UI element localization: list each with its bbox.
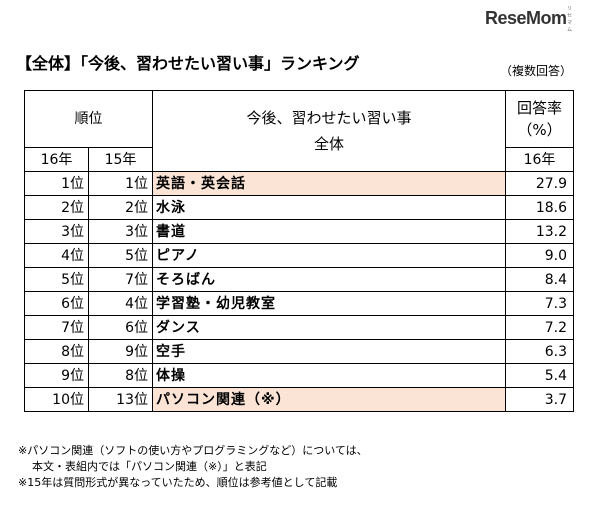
lesson-name: 英語・英会話 (152, 171, 506, 196)
header-rank: 順位 (24, 90, 153, 148)
lesson-name: ピアノ (152, 243, 506, 268)
lesson-name: 書道 (152, 219, 506, 244)
answer-rate: 27.9 (505, 171, 574, 196)
logo-text: ReseMom (485, 8, 567, 28)
resemom-logo: ReseMom リセマム (485, 6, 572, 33)
rank-2015: 2位 (88, 195, 153, 220)
answer-rate: 9.0 (505, 243, 574, 268)
rank-2016: 6位 (24, 291, 89, 316)
rank-2016: 10位 (24, 387, 89, 412)
table-row: 3位 3位 書道 13.2 (24, 219, 574, 244)
header-group: 全体 (313, 135, 344, 153)
lesson-name: 空手 (152, 339, 506, 364)
answer-rate: 6.3 (505, 339, 574, 364)
table-row: 8位 9位 空手 6.3 (24, 339, 574, 364)
footnotes: ※パソコン関連（ソフトの使い方やプログラミングなど）については、 本文・表組内で… (18, 443, 368, 491)
footnote-2: 本文・表組内では「パソコン関連（※）」と表記 (32, 460, 267, 473)
header-rate: 回答率（%） (505, 90, 574, 148)
answer-rate: 13.2 (505, 219, 574, 244)
rank-2015: 13位 (88, 387, 153, 412)
rank-2015: 5位 (88, 243, 153, 268)
footnote-1: ※パソコン関連（ソフトの使い方やプログラミングなど）については、 (18, 444, 368, 457)
rank-2015: 7位 (88, 267, 153, 292)
answer-rate: 7.3 (505, 291, 574, 316)
page-title: 【全体】「今後、習わせたい習い事」ランキング (16, 54, 360, 73)
logo-ruby: リセマム (567, 6, 572, 33)
table-row: 7位 6位 ダンス 7.2 (24, 315, 574, 340)
header-year-16: 16年 (24, 147, 89, 172)
rank-2015: 4位 (88, 291, 153, 316)
lesson-name: 水泳 (152, 195, 506, 220)
ranking-table: 順位 今後、習わせたい習い事 全体 回答率（%） 16年 15年 16年 1位 1… (24, 90, 574, 412)
rank-2016: 3位 (24, 219, 89, 244)
lesson-name: 体操 (152, 363, 506, 388)
lesson-name: 学習塾・幼児教室 (152, 291, 506, 316)
rank-2015: 6位 (88, 315, 153, 340)
header-item-cell: 今後、習わせたい習い事 全体 (152, 90, 506, 172)
lesson-name: そろばん (152, 267, 506, 292)
header-year-15: 15年 (88, 147, 153, 172)
rank-2016: 9位 (24, 363, 89, 388)
lesson-name: パソコン関連（※） (152, 387, 506, 412)
table-row: 10位 13位 パソコン関連（※） 3.7 (24, 387, 574, 412)
header-item: 今後、習わせたい習い事 (246, 109, 412, 127)
footnote-3: ※15年は質問形式が異なっていたため、順位は参考値として記載 (18, 476, 338, 489)
rank-2015: 1位 (88, 171, 153, 196)
answer-rate: 8.4 (505, 267, 574, 292)
table-row: 4位 5位 ピアノ 9.0 (24, 243, 574, 268)
header-rate-year: 16年 (505, 147, 574, 172)
rank-2016: 4位 (24, 243, 89, 268)
rank-2016: 8位 (24, 339, 89, 364)
rank-2015: 9位 (88, 339, 153, 364)
rank-2016: 7位 (24, 315, 89, 340)
rank-2015: 8位 (88, 363, 153, 388)
rank-2016: 5位 (24, 267, 89, 292)
answer-rate: 18.6 (505, 195, 574, 220)
answer-rate: 5.4 (505, 363, 574, 388)
table-row: 5位 7位 そろばん 8.4 (24, 267, 574, 292)
table-row: 9位 8位 体操 5.4 (24, 363, 574, 388)
rank-2016: 2位 (24, 195, 89, 220)
table-row: 1位 1位 英語・英会話 27.9 (24, 171, 574, 196)
table-row: 2位 2位 水泳 18.6 (24, 195, 574, 220)
lesson-name: ダンス (152, 315, 506, 340)
rank-2015: 3位 (88, 219, 153, 244)
table-row: 6位 4位 学習塾・幼児教室 7.3 (24, 291, 574, 316)
rank-2016: 1位 (24, 171, 89, 196)
multiple-answer-note: （複数回答） (500, 64, 573, 78)
answer-rate: 7.2 (505, 315, 574, 340)
answer-rate: 3.7 (505, 387, 574, 412)
